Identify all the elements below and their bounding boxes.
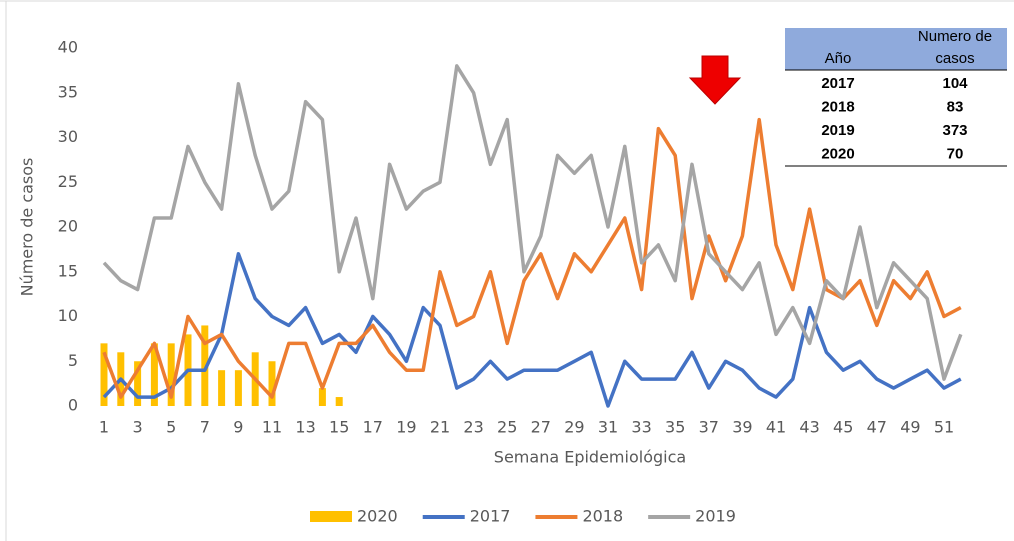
bar: [335, 397, 343, 406]
x-tick-label: 1: [99, 418, 109, 437]
x-tick-label: 49: [900, 418, 920, 437]
x-tick-label: 27: [531, 418, 551, 437]
table-header: Año: [825, 50, 852, 67]
table-header: Numero de casos: [918, 28, 992, 67]
bar: [318, 388, 326, 406]
x-tick-label: 33: [631, 418, 651, 437]
x-tick-label: 17: [363, 418, 383, 437]
x-tick-label: 29: [564, 418, 584, 437]
x-tick-label: 47: [867, 418, 887, 437]
x-axis-label: Semana Epidemiológica: [494, 448, 686, 467]
x-tick-label: 15: [329, 418, 349, 437]
line: [102, 252, 962, 408]
legend-label: 2019: [695, 507, 736, 526]
bar: [134, 361, 142, 406]
bar: [150, 343, 158, 406]
bar: [268, 361, 276, 406]
x-tick-label: 9: [233, 418, 243, 437]
table-cell: 104: [942, 75, 968, 92]
table: Año Numero de casos 2017 104 2018 83 2019 373 202…: [785, 28, 1007, 168]
x-tick-label: 45: [833, 418, 853, 437]
x-tick-label: 31: [598, 418, 618, 437]
x-tick-label: 41: [766, 418, 786, 437]
table-cell: 83: [947, 98, 964, 115]
line: [102, 117, 962, 399]
x-tick-label: 21: [430, 418, 450, 437]
x-tick-label: 43: [799, 418, 819, 437]
bar: [100, 343, 108, 406]
legend-label: 2020: [357, 507, 398, 526]
legend: 2020 2017 2018 2019: [310, 507, 736, 526]
x-tick-label: 51: [934, 418, 954, 437]
y-tick-label: 15: [58, 261, 78, 280]
bar: [218, 370, 226, 406]
y-tick-label: 25: [58, 172, 78, 191]
table-cell: 2020: [821, 145, 854, 162]
table-cell: 2019: [821, 122, 854, 139]
legend-label: 2017: [470, 507, 511, 526]
y-tick-label: 30: [58, 127, 78, 146]
table-cell: 2018: [821, 98, 854, 115]
line: [102, 64, 963, 381]
bar: [201, 325, 209, 406]
table-cell: 373: [942, 122, 967, 139]
x-tick-label: 5: [166, 418, 176, 437]
x-tick-label: 25: [497, 418, 517, 437]
x-tick-label: 11: [262, 418, 282, 437]
arrow-icon: [688, 55, 742, 105]
table-cell: 70: [947, 145, 964, 162]
table-cell: 2017: [821, 75, 854, 92]
legend-label: 2018: [582, 507, 623, 526]
x-tick-label: 23: [463, 418, 483, 437]
x-tick-label: 3: [133, 418, 143, 437]
y-tick-label: 5: [68, 351, 78, 370]
y-tick-label: 35: [58, 82, 78, 101]
y-axis-label: Número de casos: [18, 158, 37, 297]
x-tick-label: 7: [200, 418, 210, 437]
y-tick-label: 40: [58, 38, 78, 57]
x-tick-label: 39: [732, 418, 752, 437]
bar: [234, 370, 242, 406]
y-tick-label: 10: [58, 306, 78, 325]
x-tick-label: 35: [665, 418, 685, 437]
x-tick-label: 13: [295, 418, 315, 437]
y-tick-label: 20: [58, 217, 78, 236]
bar: [167, 343, 175, 406]
x-tick-label: 19: [396, 418, 416, 437]
table-header-bg: [785, 28, 1007, 70]
x-tick-label: 37: [699, 418, 719, 437]
y-tick-label: 0: [68, 396, 78, 415]
legend-swatch: [310, 511, 352, 522]
